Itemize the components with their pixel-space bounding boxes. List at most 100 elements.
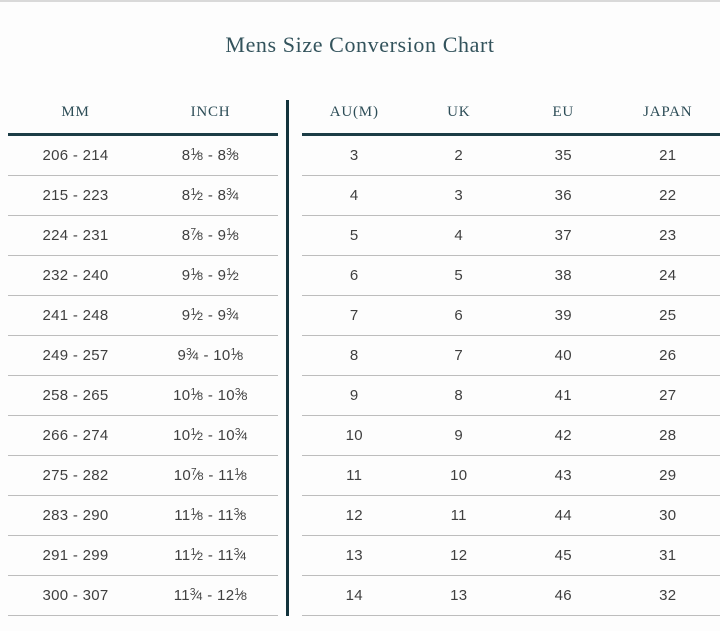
uk-cell: 6 (454, 307, 464, 324)
japan-cell: 29 (659, 467, 677, 484)
uk-cell: 7 (454, 347, 464, 364)
table-row: 8 7 40 26 (302, 336, 720, 376)
table-row: 241 - 248 91⁄2 - 93⁄4 (8, 296, 278, 336)
column-header-mm: MM (61, 104, 90, 120)
japan-cell: 24 (659, 267, 677, 284)
table-row: 13 12 45 31 (302, 536, 720, 576)
mm-cell: 249 - 257 (42, 347, 109, 364)
au-cell: 8 (349, 347, 359, 364)
table-row: 11 10 43 29 (302, 456, 720, 496)
sizes-table-header: AU(M) UK EU JAPAN (302, 100, 720, 136)
sizes-table: AU(M) UK EU JAPAN 3 2 35 21 4 3 36 22 5 4 37 23 6 5 38 24 7… (302, 100, 720, 616)
eu-cell: 43 (554, 467, 572, 484)
au-cell: 9 (349, 387, 359, 404)
table-row: 6 5 38 24 (302, 256, 720, 296)
inch-cell: 111⁄8 - 113⁄8 (174, 507, 247, 524)
inch-cell: 101⁄2 - 103⁄4 (173, 427, 248, 444)
mm-cell: 215 - 223 (42, 187, 109, 204)
inch-cell: 107⁄8 - 111⁄8 (173, 467, 248, 484)
inch-cell: 81⁄2 - 83⁄4 (181, 187, 240, 204)
au-cell: 10 (345, 427, 363, 444)
japan-cell: 28 (659, 427, 677, 444)
column-header-eu: EU (552, 104, 575, 120)
au-cell: 4 (349, 187, 359, 204)
uk-cell: 8 (454, 387, 464, 404)
inch-cell: 101⁄8 - 103⁄8 (173, 387, 248, 404)
japan-cell: 26 (659, 347, 677, 364)
inch-cell: 93⁄4 - 101⁄8 (177, 347, 244, 364)
au-cell: 12 (345, 507, 363, 524)
eu-cell: 36 (554, 187, 572, 204)
inch-cell: 91⁄2 - 93⁄4 (181, 307, 240, 324)
eu-cell: 37 (554, 227, 572, 244)
table-row: 224 - 231 87⁄8 - 91⁄8 (8, 216, 278, 256)
inch-cell: 81⁄8 - 83⁄8 (181, 147, 240, 164)
japan-cell: 30 (659, 507, 677, 524)
au-cell: 7 (349, 307, 359, 324)
mm-cell: 300 - 307 (42, 587, 109, 604)
table-row: 206 - 214 81⁄8 - 83⁄8 (8, 136, 278, 176)
uk-cell: 3 (454, 187, 464, 204)
mm-cell: 258 - 265 (42, 387, 109, 404)
au-cell: 5 (349, 227, 359, 244)
table-row: 10 9 42 28 (302, 416, 720, 456)
japan-cell: 25 (659, 307, 677, 324)
mm-cell: 275 - 282 (42, 467, 109, 484)
au-cell: 14 (345, 587, 363, 604)
eu-cell: 46 (554, 587, 572, 604)
table-row: 300 - 307 113⁄4 - 121⁄8 (8, 576, 278, 616)
uk-cell: 12 (450, 547, 468, 564)
uk-cell: 13 (450, 587, 468, 604)
column-header-inch: INCH (190, 104, 231, 120)
column-header-japan: JAPAN (643, 104, 693, 120)
japan-cell: 21 (659, 147, 677, 164)
column-header-aum: AU(M) (329, 104, 379, 120)
table-row: 4 3 36 22 (302, 176, 720, 216)
uk-cell: 4 (454, 227, 464, 244)
uk-cell: 5 (454, 267, 464, 284)
table-row: 249 - 257 93⁄4 - 101⁄8 (8, 336, 278, 376)
inch-cell: 113⁄4 - 121⁄8 (173, 587, 248, 604)
table-row: 9 8 41 27 (302, 376, 720, 416)
eu-cell: 45 (554, 547, 572, 564)
japan-cell: 23 (659, 227, 677, 244)
japan-cell: 22 (659, 187, 677, 204)
mm-cell: 224 - 231 (42, 227, 109, 244)
table-row: 5 4 37 23 (302, 216, 720, 256)
table-row: 3 2 35 21 (302, 136, 720, 176)
mm-cell: 206 - 214 (42, 147, 109, 164)
eu-cell: 35 (554, 147, 572, 164)
table-row: 291 - 299 111⁄2 - 113⁄4 (8, 536, 278, 576)
column-header-uk: UK (447, 104, 471, 120)
mm-cell: 291 - 299 (42, 547, 109, 564)
inch-cell: 91⁄8 - 91⁄2 (181, 267, 240, 284)
table-row: 12 11 44 30 (302, 496, 720, 536)
japan-cell: 27 (659, 387, 677, 404)
japan-cell: 32 (659, 587, 677, 604)
eu-cell: 42 (554, 427, 572, 444)
page-title: Mens Size Conversion Chart (225, 32, 495, 57)
table-divider (286, 100, 289, 616)
eu-cell: 39 (554, 307, 572, 324)
table-row: 275 - 282 107⁄8 - 111⁄8 (8, 456, 278, 496)
eu-cell: 41 (554, 387, 572, 404)
mm-cell: 283 - 290 (42, 507, 109, 524)
mm-cell: 241 - 248 (42, 307, 109, 324)
inch-cell: 111⁄2 - 113⁄4 (174, 547, 247, 564)
mm-cell: 232 - 240 (42, 267, 109, 284)
eu-cell: 38 (554, 267, 572, 284)
table-row: 283 - 290 111⁄8 - 113⁄8 (8, 496, 278, 536)
au-cell: 13 (345, 547, 363, 564)
eu-cell: 40 (554, 347, 572, 364)
table-row: 258 - 265 101⁄8 - 103⁄8 (8, 376, 278, 416)
table-row: 232 - 240 91⁄8 - 91⁄2 (8, 256, 278, 296)
table-row: 215 - 223 81⁄2 - 83⁄4 (8, 176, 278, 216)
au-cell: 6 (349, 267, 359, 284)
japan-cell: 31 (659, 547, 677, 564)
measurement-table: MM INCH 206 - 214 81⁄8 - 83⁄8 215 - 223 81⁄2… (8, 100, 278, 616)
au-cell: 3 (349, 147, 359, 164)
table-row: 266 - 274 101⁄2 - 103⁄4 (8, 416, 278, 456)
table-row: 7 6 39 25 (302, 296, 720, 336)
size-conversion-chart: MM INCH 206 - 214 81⁄8 - 83⁄8 215 - 223 81⁄2… (0, 100, 720, 616)
inch-cell: 87⁄8 - 91⁄8 (181, 227, 240, 244)
